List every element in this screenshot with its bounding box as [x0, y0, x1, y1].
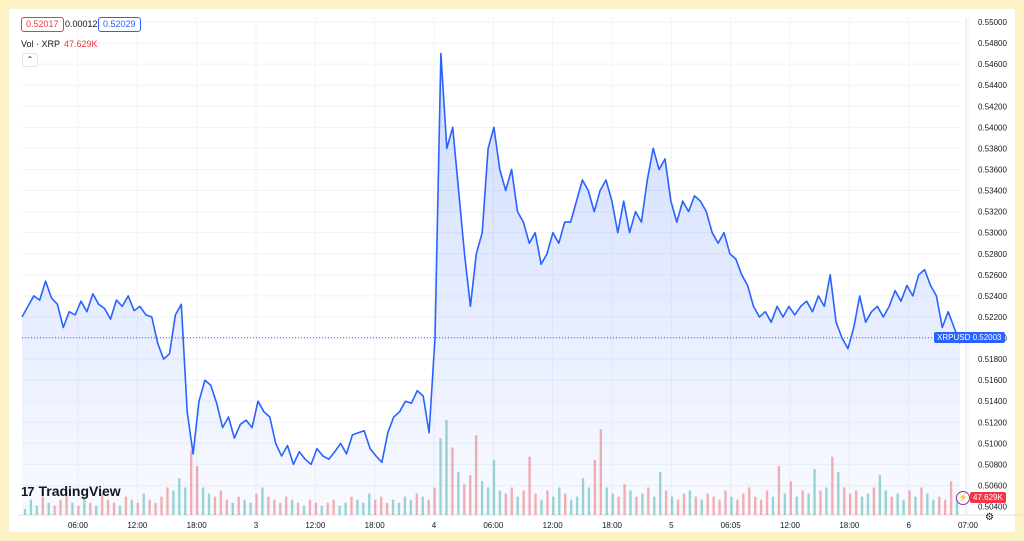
y-tick-label: 0.54000 [978, 123, 1007, 132]
x-tick-label: 06:05 [721, 521, 742, 530]
volume-legend: Vol · XRP 47.629K [21, 39, 98, 49]
volume-legend-label: Vol · XRP [21, 39, 61, 49]
y-tick-label: 0.55000 [978, 18, 1007, 27]
lightning-icon[interactable]: ⚡ [956, 491, 970, 505]
x-tick-label: 4 [432, 521, 437, 530]
y-tick-label: 0.51200 [978, 418, 1007, 427]
last-price-value: 0.52003 [972, 332, 1002, 342]
x-tick-label: 12:00 [780, 521, 801, 530]
x-tick-label: 18:00 [187, 521, 208, 530]
y-tick-label: 0.53200 [978, 208, 1007, 217]
y-tick-label: 0.54600 [978, 60, 1007, 69]
x-tick-label: 3 [254, 521, 259, 530]
y-tick-label: 0.51400 [978, 397, 1007, 406]
price-area-fill [22, 53, 960, 515]
y-tick-label: 0.53600 [978, 165, 1007, 174]
y-tick-label: 0.51000 [978, 439, 1007, 448]
x-tick-label: 18:00 [602, 521, 623, 530]
last-price-tag: XRPUSD 0.52003 [934, 331, 1005, 343]
price-series-line [21, 52, 961, 466]
x-tick-label: 18:00 [839, 521, 860, 530]
volume-price-tag: 47.629K [970, 492, 1006, 503]
x-tick-label: 06:00 [483, 521, 504, 530]
price-chart[interactable]: 0.55000 0.54800 0.54600 0.54400 0.54200 0.540… [18, 18, 1024, 541]
y-tick-label: 0.50400 [978, 503, 1007, 512]
x-tick-label: 07:00 [958, 521, 979, 530]
x-tick-label: 12:00 [305, 521, 326, 530]
ask-price-badge[interactable]: 0.52029 [98, 17, 141, 32]
spread-value: 0.00012 [65, 19, 98, 29]
bid-price-badge[interactable]: 0.52017 [21, 17, 64, 32]
volume-legend-value: 47.629K [64, 39, 98, 49]
x-tick-label: 12:00 [127, 521, 148, 530]
chart-area[interactable]: 0.55000 0.54800 0.54600 0.54400 0.54200 0.540… [18, 18, 1024, 541]
x-tick-label: 18:00 [365, 521, 386, 530]
y-tick-label: 0.52400 [978, 292, 1007, 301]
tradingview-logo[interactable]: 17 TradingView [21, 483, 121, 499]
tradingview-logo-text: TradingView [38, 483, 121, 499]
y-tick-label: 0.53800 [978, 144, 1007, 153]
y-tick-label: 0.52600 [978, 271, 1007, 280]
y-tick-label: 0.53000 [978, 229, 1007, 238]
y-tick-label: 0.51800 [978, 355, 1007, 364]
y-tick-label: 0.51600 [978, 376, 1007, 385]
y-tick-label: 0.50800 [978, 460, 1007, 469]
y-tick-label: 0.54400 [978, 81, 1007, 90]
y-tick-label: 0.52800 [978, 250, 1007, 259]
last-price-symbol: XRPUSD [937, 332, 971, 342]
y-tick-label: 0.52200 [978, 313, 1007, 322]
x-tick-label: 5 [669, 521, 674, 530]
x-tick-label: 06:00 [68, 521, 89, 530]
x-tick-label: 6 [906, 521, 911, 530]
collapse-legend-button[interactable]: ⌃ [22, 53, 38, 67]
y-tick-label: 0.54200 [978, 102, 1007, 111]
x-tick-label: 12:00 [543, 521, 564, 530]
settings-gear-icon[interactable]: ⚙ [985, 512, 994, 523]
y-tick-label: 0.53400 [978, 187, 1007, 196]
y-tick-label: 0.54800 [978, 39, 1007, 48]
y-tick-label: 0.50600 [978, 482, 1007, 491]
tradingview-logo-mark-icon: 17 [21, 483, 35, 499]
